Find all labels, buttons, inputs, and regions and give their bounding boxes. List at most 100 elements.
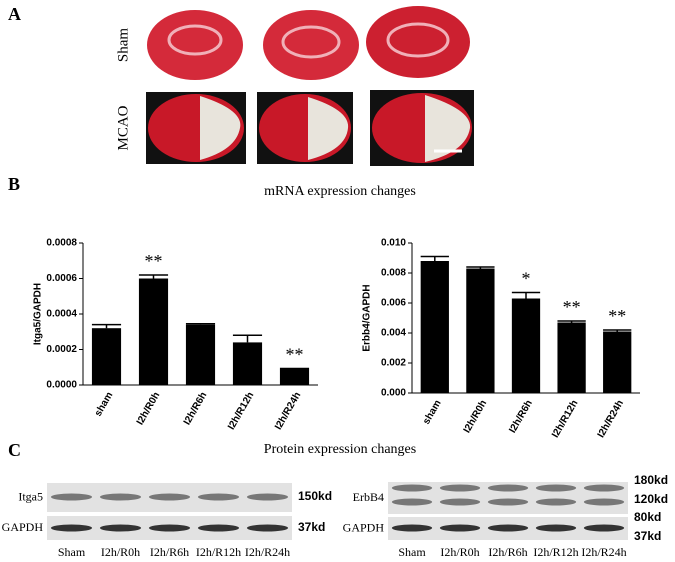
band [439, 524, 481, 532]
size-label: 37kd [634, 529, 661, 543]
y-axis-label: Itga5/GAPDH [33, 283, 44, 345]
lane-label: I2h/R0h [101, 545, 140, 559]
band [99, 524, 142, 532]
size-label: 120kd [634, 492, 668, 506]
y-tick-label: 0.002 [381, 358, 406, 369]
panel-label: C [8, 440, 21, 460]
lane-label: Sham [58, 545, 86, 559]
panel-label: A [8, 4, 21, 24]
bar [138, 278, 169, 385]
bar [279, 369, 310, 385]
y-tick-label: 0.0008 [46, 238, 77, 249]
band [535, 484, 577, 492]
x-tick-label: I2h/R12h [226, 390, 256, 432]
significance: ** [608, 306, 626, 326]
band [148, 524, 191, 532]
blot-row-label: Itga5 [18, 489, 43, 503]
bar [232, 342, 263, 385]
significance: ** [145, 251, 163, 271]
error-bar [557, 320, 586, 323]
bar [420, 261, 449, 393]
panel-label: B [8, 174, 20, 194]
band [535, 524, 577, 532]
band [197, 524, 240, 532]
y-tick-label: 0.0004 [46, 309, 77, 320]
bar [557, 322, 586, 393]
x-tick-label: I2h/R0h [462, 398, 490, 435]
y-tick-label: 0.000 [381, 388, 406, 399]
y-tick-label: 0.008 [381, 268, 406, 279]
band [487, 498, 529, 506]
band [439, 484, 481, 492]
band [197, 493, 240, 501]
x-tick-label: sham [93, 390, 116, 418]
error-bar [466, 266, 495, 269]
x-tick-label: I2h/R6h [182, 390, 210, 427]
band [391, 524, 433, 532]
band [391, 498, 433, 506]
error-bar [91, 323, 122, 329]
y-tick-label: 0.006 [381, 298, 406, 309]
brain-images [146, 6, 474, 166]
x-tick-label: I2h/R24h [273, 390, 303, 432]
band [391, 484, 433, 492]
lane-label: I2h/R12h [196, 545, 241, 559]
significance: ** [563, 297, 581, 317]
lane-label: Sham [398, 545, 426, 559]
error-bar [185, 323, 216, 325]
band [583, 484, 625, 492]
size-label: 80kd [634, 510, 661, 524]
error-bar [511, 291, 541, 299]
size-label: 150kd [298, 489, 332, 503]
error-bar [420, 255, 449, 261]
y-tick-label: 0.010 [381, 238, 406, 249]
band [487, 484, 529, 492]
x-tick-label: I2h/R6h [507, 398, 535, 435]
x-tick-label: I2h/R0h [135, 390, 163, 427]
lane-label: I2h/R24h [245, 545, 290, 559]
band [535, 498, 577, 506]
lane-label: I2h/R12h [533, 545, 578, 559]
significance: * [522, 269, 531, 289]
error-bar [232, 334, 263, 343]
section-title: Protein expression changes [264, 442, 416, 457]
x-tick-label: sham [421, 398, 444, 426]
lane-label: I2h/R6h [488, 545, 527, 559]
significance: ** [286, 345, 304, 365]
y-axis-label: Erbb4/GAPDH [362, 284, 373, 351]
band [487, 524, 529, 532]
size-label: 37kd [298, 520, 325, 534]
lane-label: I2h/R0h [440, 545, 479, 559]
band [50, 524, 93, 532]
section-title: mRNA expression changes [264, 184, 416, 199]
band [246, 524, 289, 532]
x-tick-label: I2h/R12h [550, 398, 580, 440]
bar [91, 328, 122, 385]
x-tick-label: I2h/R24h [596, 398, 626, 440]
y-tick-label: 0.0002 [46, 344, 77, 355]
band [439, 498, 481, 506]
error-bar [603, 329, 632, 332]
band [99, 493, 142, 501]
y-tick-label: 0.0006 [46, 273, 77, 284]
y-tick-label: 0.0000 [46, 380, 77, 391]
row-label: Sham [115, 28, 131, 63]
band [583, 498, 625, 506]
band [50, 493, 93, 501]
blot-row-label: GAPDH [343, 520, 385, 534]
lane-label: I2h/R6h [150, 545, 189, 559]
y-tick-label: 0.004 [381, 328, 406, 339]
bar [511, 298, 541, 393]
bar [603, 331, 632, 393]
bar [185, 324, 216, 385]
band [583, 524, 625, 532]
bar [466, 268, 495, 393]
blot-row-label: GAPDH [2, 520, 44, 534]
lane-label: I2h/R24h [581, 545, 626, 559]
blot-row-label: ErbB4 [353, 490, 384, 504]
error-bar [279, 367, 310, 370]
error-bar [138, 274, 169, 279]
band [246, 493, 289, 501]
row-label: MCAO [115, 105, 131, 150]
